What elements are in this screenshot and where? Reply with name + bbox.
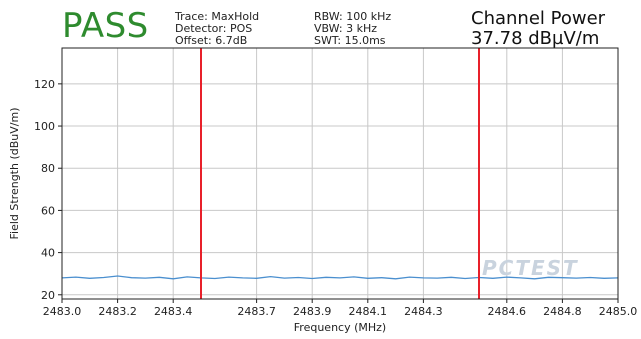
watermark-logo: PCTEST bbox=[482, 256, 579, 280]
y-tick-label: 20 bbox=[41, 289, 55, 302]
x-tick-label: 2483.4 bbox=[154, 305, 193, 318]
channel-power-label: Channel Power bbox=[471, 8, 606, 29]
y-tick-label: 80 bbox=[41, 162, 55, 175]
pass-status: PASS bbox=[62, 6, 149, 46]
channel-power-readout: Channel Power 37.78 dBµV/m bbox=[471, 9, 605, 49]
x-axis-ticks: 2483.0 2483.2 2483.4 2483.7 2483.9 2484.1 2484… bbox=[43, 299, 638, 318]
swt-value: SWT: 15.0ms bbox=[314, 34, 386, 47]
x-tick-label: 2484.8 bbox=[543, 305, 582, 318]
vbw-value: VBW: 3 kHz bbox=[314, 22, 378, 35]
detector-mode: Detector: POS bbox=[175, 22, 253, 35]
marker-lines bbox=[200, 48, 480, 299]
trace-group bbox=[61, 275, 619, 280]
x-tick-label: 2484.1 bbox=[349, 305, 388, 318]
x-tick-label: 2483.0 bbox=[43, 305, 82, 318]
rbw-value: RBW: 100 kHz bbox=[314, 10, 392, 23]
x-tick-label: 2483.7 bbox=[237, 305, 276, 318]
x-tick-label: 2483.2 bbox=[98, 305, 137, 318]
y-tick-label: 40 bbox=[41, 247, 55, 260]
trace-mode: Trace: MaxHold bbox=[175, 10, 260, 23]
x-tick-label: 2484.6 bbox=[488, 305, 527, 318]
y-axis-label: Field Strength (dBuV/m) bbox=[8, 108, 21, 240]
maxhold-trace-line bbox=[61, 275, 619, 280]
channel-power-value: 37.78 dBµV/m bbox=[471, 28, 600, 49]
y-tick-label: 60 bbox=[41, 204, 55, 217]
y-tick-label: 100 bbox=[34, 120, 55, 133]
x-tick-label: 2483.9 bbox=[293, 305, 332, 318]
trace-settings: Trace: MaxHold Detector: POS Offset: 6.7… bbox=[175, 11, 259, 47]
y-tick-label: 120 bbox=[34, 78, 55, 91]
plot-frame bbox=[61, 47, 619, 300]
x-tick-label: 2485.0 bbox=[599, 305, 638, 318]
offset-value: Offset: 6.7dB bbox=[175, 34, 248, 47]
x-axis-label: Frequency (MHz) bbox=[294, 321, 386, 334]
y-axis-ticks: 20 40 60 80 100 120 bbox=[34, 78, 62, 302]
x-tick-label: 2484.3 bbox=[404, 305, 443, 318]
bandwidth-settings: RBW: 100 kHz VBW: 3 kHz SWT: 15.0ms bbox=[314, 11, 391, 47]
